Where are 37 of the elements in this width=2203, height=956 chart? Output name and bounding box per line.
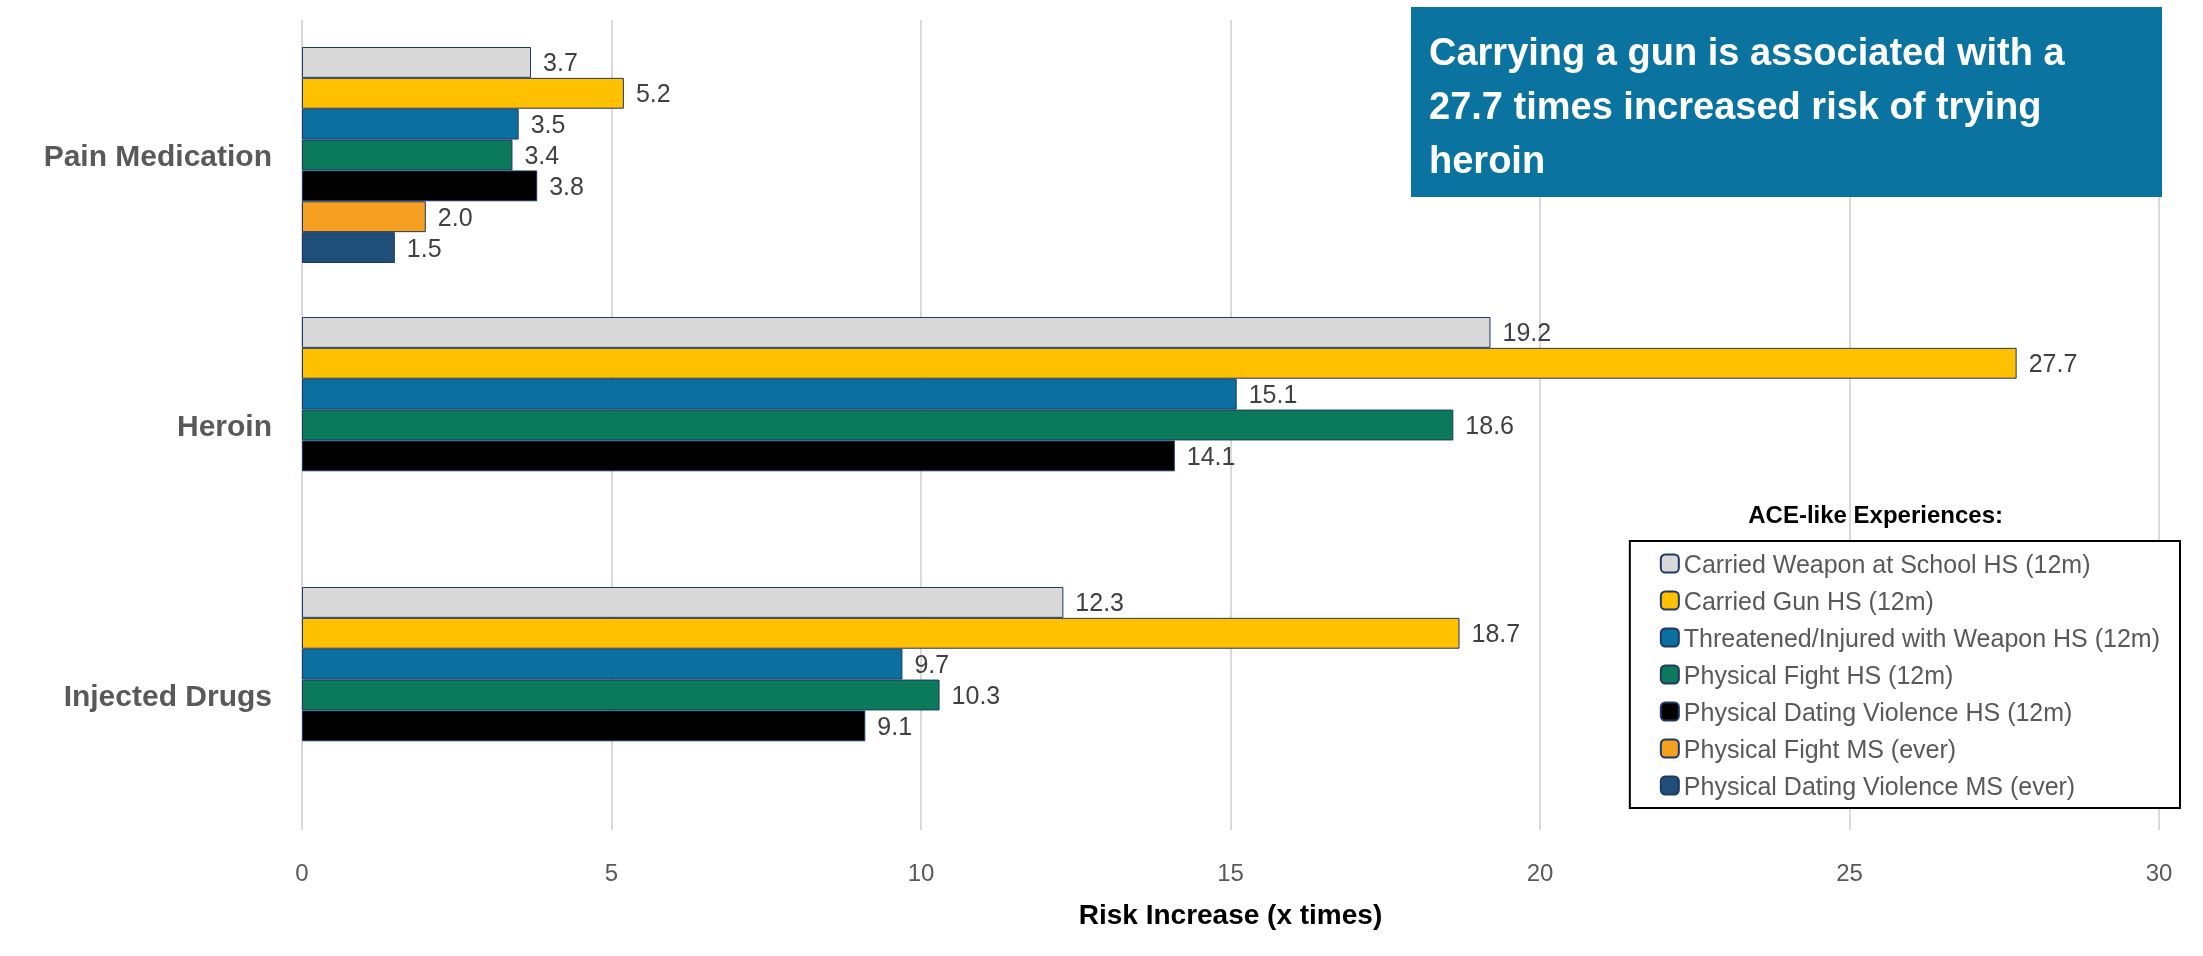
legend-label: Physical Fight MS (ever) xyxy=(1683,734,1957,763)
y-tick-label: Heroin xyxy=(176,408,272,442)
legend-label: Carried Gun HS (12m) xyxy=(1683,586,1934,615)
data-label: 27.7 xyxy=(2028,349,2078,378)
x-tick-label: 0 xyxy=(295,858,309,886)
data-label: 3.8 xyxy=(549,171,584,200)
data-label: 19.2 xyxy=(1502,318,1552,347)
x-tick-label: 10 xyxy=(907,858,935,886)
data-label: 3.4 xyxy=(524,141,560,169)
x-tick-label: 15 xyxy=(1217,858,1244,886)
x-tick-label: 25 xyxy=(1836,858,1863,886)
legend-label: Threatened/Injured with Weapon HS (12m) xyxy=(1683,623,2160,652)
data-label: 10.3 xyxy=(951,681,1001,709)
data-label: 3.7 xyxy=(543,48,578,77)
data-label: 9.7 xyxy=(914,650,950,679)
x-tick-label: 20 xyxy=(1526,858,1554,886)
data-label: 14.1 xyxy=(1186,441,1236,470)
x-tick-label: 5 xyxy=(604,858,619,886)
legend-label: Physical Dating Violence MS (ever) xyxy=(1683,771,2076,800)
x-tick-label: 30 xyxy=(2145,858,2173,886)
data-label: 9.1 xyxy=(877,711,913,740)
data-label: 3.5 xyxy=(530,110,566,139)
legend-label: Carried Weapon at School HS (12m) xyxy=(1683,549,2091,578)
data-label: 5.2 xyxy=(635,79,671,108)
data-label: 1.5 xyxy=(406,233,442,262)
x-axis-title: Risk Increase (x times) xyxy=(1078,898,1383,930)
annotation: Carrying a gun is associated with a 27.7 times increased risk of trying heroin xyxy=(1429,31,2076,181)
data-label: 15.1 xyxy=(1248,380,1298,409)
data-label: 18.6 xyxy=(1465,411,1515,439)
legend-label: Physical Fight HS (12m) xyxy=(1683,660,1954,689)
legend-label: Physical Dating Violence HS (12m) xyxy=(1683,697,2073,726)
data-label: 12.3 xyxy=(1075,588,1125,617)
data-label: 2.0 xyxy=(437,202,473,231)
legend-title: ACE-like Experiences: xyxy=(1748,500,2003,528)
y-tick-label: Pain Medication xyxy=(43,138,272,172)
y-tick-label: Injected Drugs xyxy=(63,678,272,712)
data-label: 18.7 xyxy=(1471,619,1521,648)
